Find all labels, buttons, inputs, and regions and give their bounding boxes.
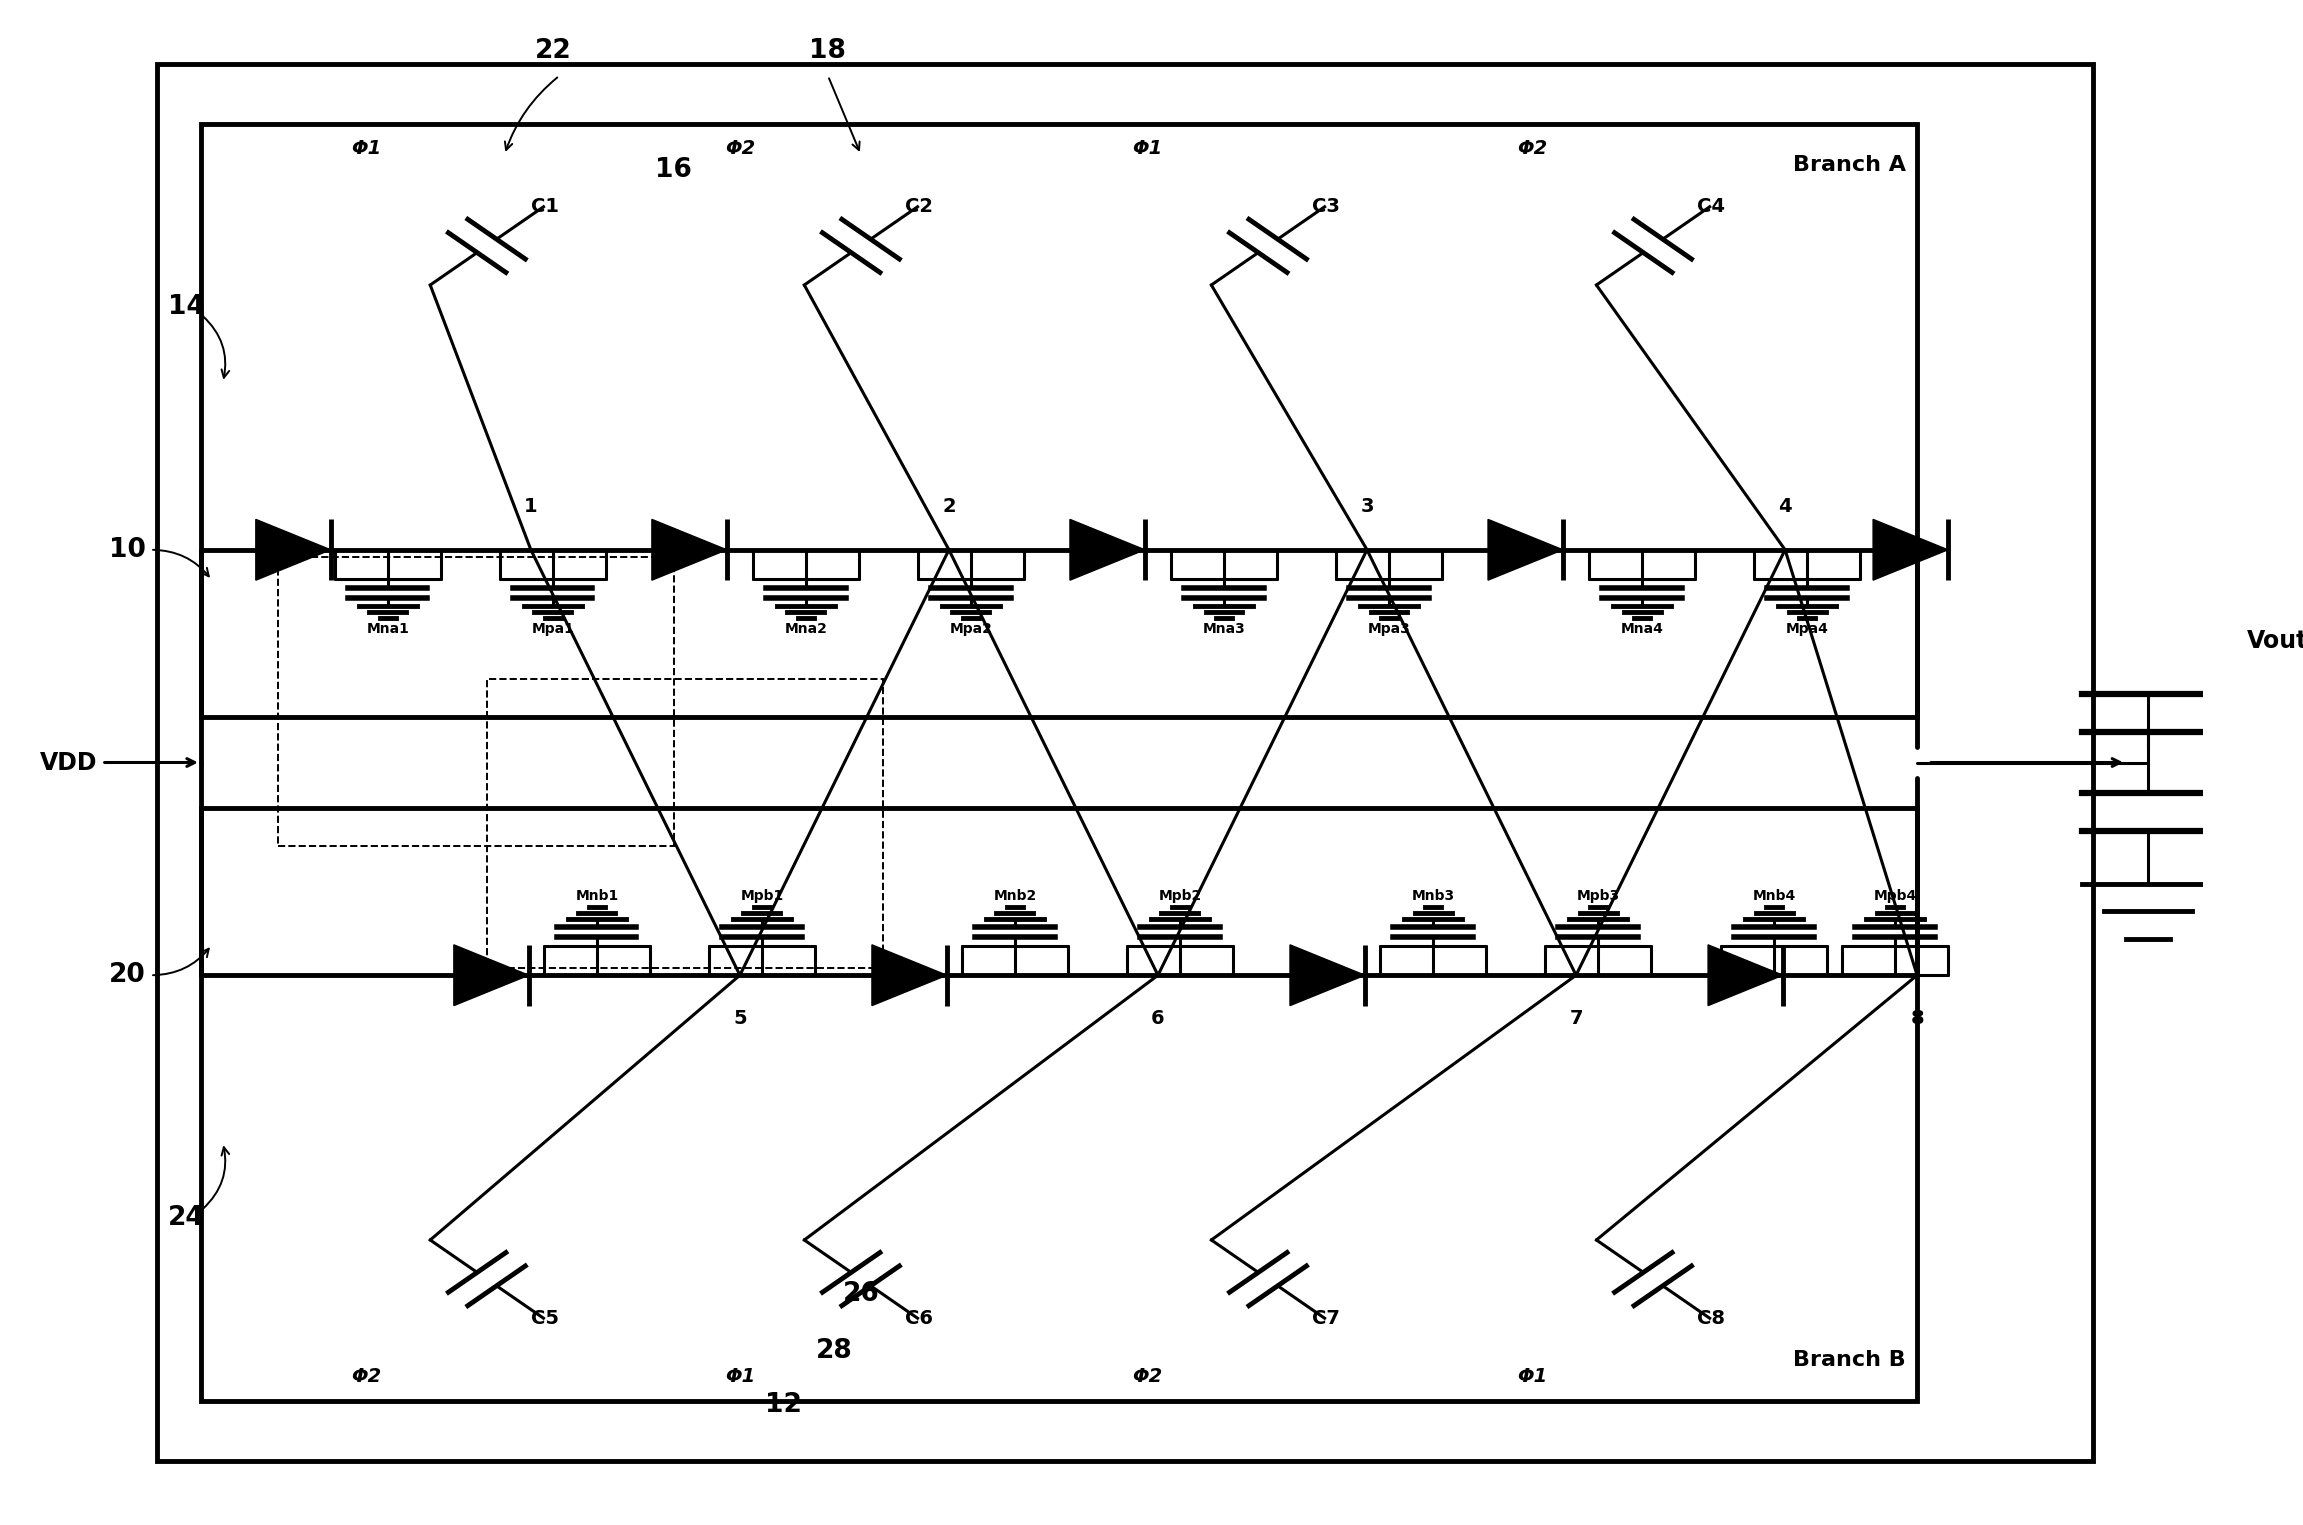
FancyArrowPatch shape	[203, 316, 230, 378]
Text: Mpa3: Mpa3	[1368, 622, 1409, 636]
Text: Mna2: Mna2	[785, 622, 827, 636]
Bar	[200, 125, 1916, 717]
Text: C8: C8	[1697, 1310, 1725, 1328]
Text: Φ1: Φ1	[1131, 139, 1163, 157]
Text: 24: 24	[168, 1205, 205, 1231]
Polygon shape	[652, 520, 728, 580]
Text: 28: 28	[815, 1337, 852, 1363]
Text: Mna1: Mna1	[366, 622, 410, 636]
Bar	[486, 679, 882, 968]
Text: 16: 16	[656, 157, 693, 183]
Text: Φ1: Φ1	[1518, 1368, 1548, 1386]
FancyArrowPatch shape	[152, 551, 210, 576]
FancyArrowPatch shape	[829, 78, 859, 149]
Bar	[200, 808, 1916, 1400]
Text: C1: C1	[532, 197, 560, 215]
Text: C6: C6	[905, 1310, 933, 1328]
Text: Φ2: Φ2	[350, 1368, 380, 1386]
Text: Mnb4: Mnb4	[1753, 889, 1796, 903]
Text: Φ2: Φ2	[725, 139, 755, 157]
Text: Mnb1: Mnb1	[576, 889, 620, 903]
Text: Mpb1: Mpb1	[739, 889, 783, 903]
Text: Branch A: Branch A	[1794, 154, 1907, 175]
Bar	[279, 557, 675, 846]
Polygon shape	[454, 946, 530, 1005]
Text: 18: 18	[808, 38, 848, 64]
Text: C5: C5	[532, 1310, 560, 1328]
Text: 1: 1	[525, 497, 537, 517]
Text: 6: 6	[1152, 1008, 1165, 1028]
FancyArrowPatch shape	[504, 78, 557, 149]
Text: Mpb2: Mpb2	[1158, 889, 1202, 903]
Text: 22: 22	[534, 38, 571, 64]
Text: C3: C3	[1313, 197, 1340, 215]
Text: 12: 12	[765, 1392, 801, 1418]
Text: 8: 8	[1909, 1008, 1923, 1028]
Text: 2: 2	[942, 497, 956, 517]
Text: C2: C2	[905, 197, 933, 215]
Text: 14: 14	[168, 294, 205, 320]
Polygon shape	[1488, 520, 1564, 580]
Polygon shape	[1290, 946, 1366, 1005]
Text: Mpa1: Mpa1	[532, 622, 573, 636]
Text: C4: C4	[1697, 197, 1725, 215]
Text: 7: 7	[1568, 1008, 1582, 1028]
Polygon shape	[1872, 520, 1948, 580]
Polygon shape	[256, 520, 332, 580]
Text: Mpa2: Mpa2	[949, 622, 993, 636]
Text: 20: 20	[108, 962, 145, 988]
Text: Φ2: Φ2	[1518, 139, 1548, 157]
Polygon shape	[873, 946, 947, 1005]
Text: Mpb4: Mpb4	[1872, 889, 1916, 903]
FancyArrowPatch shape	[203, 1147, 230, 1209]
Text: Vout: Vout	[2248, 628, 2303, 653]
Text: Mna4: Mna4	[1621, 622, 1663, 636]
Text: Φ1: Φ1	[350, 139, 380, 157]
Text: 3: 3	[1361, 497, 1375, 517]
Bar	[157, 64, 2093, 1461]
Text: Mna3: Mna3	[1202, 622, 1246, 636]
Text: Mpb3: Mpb3	[1578, 889, 1619, 903]
Text: C7: C7	[1313, 1310, 1340, 1328]
Text: 4: 4	[1778, 497, 1792, 517]
Text: VDD: VDD	[39, 750, 97, 775]
Text: Mnb2: Mnb2	[993, 889, 1036, 903]
Text: Mpa4: Mpa4	[1785, 622, 1829, 636]
Text: Mnb3: Mnb3	[1412, 889, 1455, 903]
Text: Φ1: Φ1	[725, 1368, 755, 1386]
Polygon shape	[1071, 520, 1145, 580]
Text: 26: 26	[843, 1281, 880, 1307]
Text: Branch B: Branch B	[1794, 1350, 1907, 1371]
FancyArrowPatch shape	[152, 949, 210, 974]
Text: Φ2: Φ2	[1131, 1368, 1163, 1386]
Text: 10: 10	[108, 537, 145, 563]
Text: 5: 5	[732, 1008, 746, 1028]
Polygon shape	[1709, 946, 1783, 1005]
